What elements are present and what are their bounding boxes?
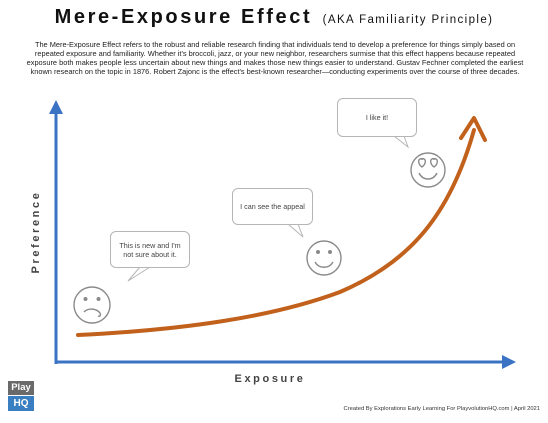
bubble-tail-3 (393, 135, 410, 149)
speech-bubble-3-text: I like it! (365, 113, 389, 122)
logo-line-1: Play (8, 381, 34, 395)
preference-curve (76, 128, 476, 337)
bubble-tail-1 (127, 266, 151, 282)
page-subtitle: (AKA Familiarity Principle) (322, 14, 494, 26)
page-title: Mere-Exposure Effect (54, 6, 313, 28)
bubble-tail-2 (287, 223, 304, 238)
speech-bubble-1-text: This is new and I'm not sure about it. (119, 240, 181, 259)
confused-face-icon (73, 286, 111, 324)
logo-line-2: HQ (8, 396, 34, 411)
curve-arrowhead (459, 116, 487, 142)
y-axis-label: Preference (30, 190, 42, 274)
y-axis-arrowhead (49, 100, 63, 114)
playhq-logo: Play HQ (8, 381, 34, 411)
speech-bubble-2: I can see the appeal (232, 188, 313, 225)
heart-eyes-face-icon (410, 152, 446, 188)
speech-bubble-2-text: I can see the appeal (240, 202, 305, 211)
smiling-face-icon (306, 240, 342, 276)
speech-bubble-1: This is new and I'm not sure about it. (110, 231, 190, 268)
title-row: Mere-Exposure Effect (AKA Familiarity Pr… (0, 6, 548, 29)
x-axis-arrowhead (502, 355, 516, 369)
speech-bubble-3: I like it! (337, 98, 417, 137)
description-paragraph: The Mere-Exposure Effect refers to the r… (26, 40, 524, 77)
credit-line: Created By Explorations Early Learning F… (343, 406, 540, 412)
x-axis-label: Exposure (234, 373, 306, 385)
